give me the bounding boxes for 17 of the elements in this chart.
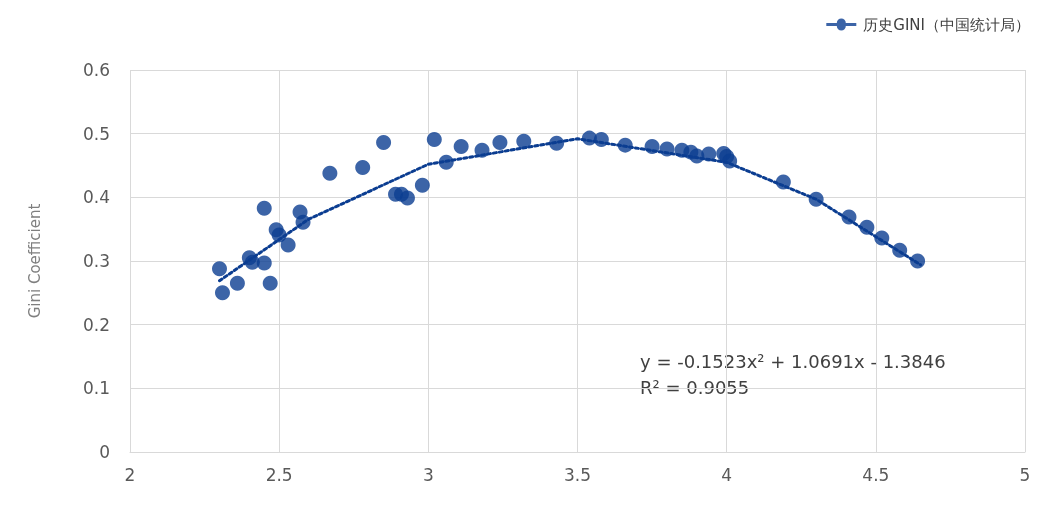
x-tick-label: 4 [721, 464, 733, 485]
annotation: y = -0.1523x² + 1.0691x - 1.3846 [640, 350, 946, 372]
y-tick-label: 0.5 [82, 123, 110, 144]
y-tick-label: 0.4 [82, 187, 110, 208]
y-axis-title: Gini Coefficient [25, 203, 44, 319]
x-tick-label: 5 [1019, 464, 1031, 485]
y-tick-label: 0.2 [82, 314, 110, 335]
x-tick-label: 3 [422, 464, 434, 485]
x-tick-label: 3.5 [563, 464, 592, 485]
y-tick-label: 0.1 [82, 378, 110, 399]
x-tick-label: 4.5 [862, 464, 890, 485]
y-tick-label: 0 [99, 442, 110, 462]
x-tick-label: 2.5 [265, 464, 293, 485]
y-tick-label: 0.3 [82, 251, 110, 271]
x-tick-label: 2 [124, 464, 136, 485]
y-tick-label: 0.6 [82, 60, 110, 80]
legend-label: 历史GINI（中国统计局） [863, 15, 1031, 34]
